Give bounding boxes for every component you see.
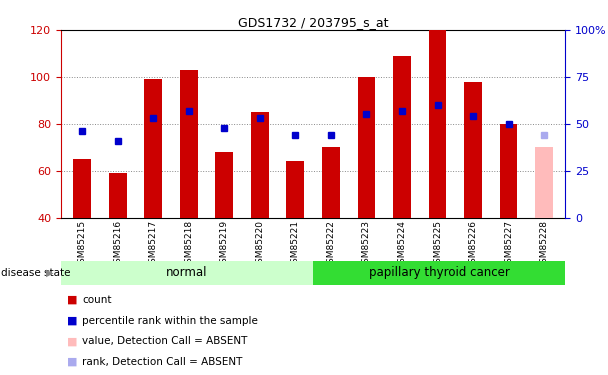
Text: ▶: ▶ [46,268,54,278]
Text: disease state: disease state [1,268,70,278]
Text: ■: ■ [67,316,77,326]
Text: value, Detection Call = ABSENT: value, Detection Call = ABSENT [82,336,247,346]
Bar [313,261,565,285]
Text: GSM85221: GSM85221 [291,220,300,268]
Bar [500,124,517,218]
Text: GSM85218: GSM85218 [184,220,193,269]
Bar [61,261,313,285]
Text: rank, Detection Call = ABSENT: rank, Detection Call = ABSENT [82,357,243,367]
Bar [109,173,126,217]
Text: GSM85222: GSM85222 [326,220,336,268]
Text: GSM85215: GSM85215 [78,220,86,269]
Bar [393,56,411,217]
Text: GSM85226: GSM85226 [469,220,477,268]
Bar [358,77,375,218]
Text: GSM85220: GSM85220 [255,220,264,268]
Text: percentile rank within the sample: percentile rank within the sample [82,316,258,326]
Bar [180,70,198,217]
Text: GSM85216: GSM85216 [113,220,122,269]
Bar [73,159,91,218]
Text: GSM85219: GSM85219 [219,220,229,269]
Bar [429,30,446,217]
Bar [535,147,553,218]
Text: ■: ■ [67,357,77,367]
Text: GSM85217: GSM85217 [149,220,157,269]
Bar [286,161,304,218]
Text: ■: ■ [67,295,77,305]
Text: GSM85225: GSM85225 [433,220,442,268]
Bar [251,112,269,218]
Text: ■: ■ [67,336,77,346]
Text: GSM85227: GSM85227 [504,220,513,268]
Bar [464,82,482,218]
Text: papillary thyroid cancer: papillary thyroid cancer [369,266,510,279]
Title: GDS1732 / 203795_s_at: GDS1732 / 203795_s_at [238,16,389,29]
Bar [144,79,162,218]
Text: GSM85224: GSM85224 [398,220,407,268]
Text: count: count [82,295,112,305]
Text: GSM85228: GSM85228 [540,220,548,268]
Bar [215,152,233,217]
Text: GSM85223: GSM85223 [362,220,371,268]
Bar [322,147,340,218]
Text: normal: normal [166,266,208,279]
